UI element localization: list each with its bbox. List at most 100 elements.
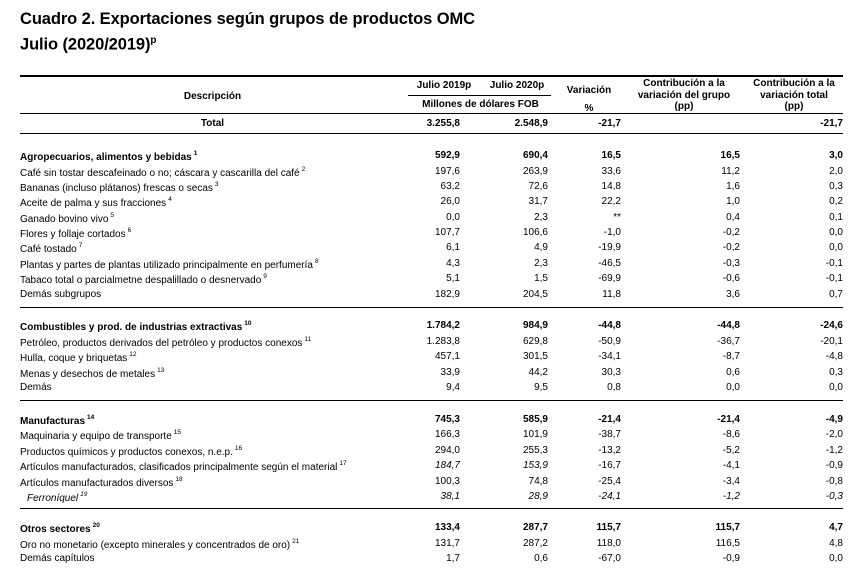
row-label-text: Café tostado bbox=[20, 244, 77, 255]
table-row-agro: Agropecuarios, alimentos y bebidas 1 592,9… bbox=[0, 150, 863, 165]
cell-contrib-grupo: 0,4 bbox=[726, 212, 740, 223]
row-label-text: Oro no monetario (excepto minerales y co… bbox=[20, 540, 291, 551]
footnote-marker: 9 bbox=[263, 273, 267, 280]
footnote-marker: 6 bbox=[127, 227, 132, 234]
row-label-text: Aceite de palma y sus fracciones bbox=[20, 198, 167, 209]
cell-value-2019: 133,4 bbox=[434, 522, 460, 533]
header-variacion-unit: % bbox=[584, 103, 594, 114]
footnote-marker: 15 bbox=[173, 429, 181, 436]
table-row-articulos2: Artículos manufacturados diversos 18 100,3… bbox=[0, 476, 863, 491]
cell-value-2020: 263,9 bbox=[522, 166, 548, 177]
cell-contrib-total: -0,3 bbox=[825, 491, 843, 502]
row-label-text: Agropecuarios, alimentos y bebidas bbox=[20, 152, 192, 163]
cell-contrib-grupo: 116,5 bbox=[715, 538, 740, 549]
cell-contrib-total: 0,1 bbox=[829, 212, 843, 223]
cell-value-2019: 33,9 bbox=[440, 367, 460, 378]
row-label-text: Plantas y partes de plantas utilizado pr… bbox=[20, 260, 313, 271]
footnote-marker: 21 bbox=[292, 538, 300, 545]
header-mid-rule bbox=[408, 95, 551, 96]
table-row-aceite: Aceite de palma y sus fracciones 4 26,0 31,… bbox=[0, 196, 863, 211]
footnote-marker: 3 bbox=[214, 181, 219, 188]
cell-variacion: 16,5 bbox=[601, 150, 621, 161]
table-row-bananas: Bananas (incluso plátanos) frescas o sec… bbox=[0, 181, 863, 196]
table-row-plantas: Plantas y partes de plantas utilizado pr… bbox=[0, 258, 863, 273]
cell-variacion: 0,8 bbox=[607, 382, 621, 393]
cell-value-2020: 153,9 bbox=[522, 460, 548, 471]
row-label: Petróleo, productos derivados del petról… bbox=[20, 336, 311, 349]
row-label-text: Maquinaria y equipo de transporte bbox=[20, 431, 172, 442]
table-title: Cuadro 2. Exportaciones según grupos de … bbox=[20, 10, 475, 28]
row-label-text: Demás subgrupos bbox=[20, 289, 102, 300]
cell-contrib-total: 4,7 bbox=[829, 522, 843, 533]
cell-contrib-grupo: 3,6 bbox=[726, 289, 740, 300]
header-col-2019: Julio 2019p bbox=[416, 80, 472, 91]
cell-value-2020: 984,9 bbox=[522, 320, 548, 331]
row-label: Combustibles y prod. de industrias extra… bbox=[20, 320, 252, 333]
cell-variacion: 33,6 bbox=[601, 166, 621, 177]
cell-value-2020: 28,9 bbox=[528, 491, 548, 502]
row-label-text: Hulla, coque y briquetas bbox=[20, 353, 128, 364]
manufacturas-section-rule bbox=[20, 508, 843, 509]
cell-variacion: ** bbox=[613, 212, 621, 223]
cell-variacion: 11,8 bbox=[602, 289, 621, 300]
table-row-demas1: Demás subgrupos 182,9 204,5 11,8 3,6 0,7 bbox=[0, 289, 863, 304]
cell-variacion: -21,7 bbox=[598, 118, 621, 129]
cell-contrib-grupo: 0,6 bbox=[726, 367, 740, 378]
row-label: Tabaco total o parcialmetne despalillado… bbox=[20, 273, 267, 286]
cell-contrib-grupo: -0,3 bbox=[722, 258, 740, 269]
table-row-demas2: Demás 9,4 9,5 0,8 0,0 0,0 bbox=[0, 382, 863, 397]
row-label: Plantas y partes de plantas utilizado pr… bbox=[20, 258, 319, 271]
header-contrib-grupo-unit: (pp) bbox=[674, 101, 694, 112]
footnote-marker: 11 bbox=[304, 336, 312, 343]
subtitle-superscript: p bbox=[150, 35, 157, 46]
cell-value-2020: 255,3 bbox=[522, 445, 548, 456]
header-col-2020: Julio 2020p bbox=[489, 80, 545, 91]
cell-contrib-grupo: -8,6 bbox=[722, 429, 740, 440]
cell-value-2019: 107,7 bbox=[434, 227, 460, 238]
row-label-text: Menas y desechos de metales bbox=[20, 369, 156, 380]
cell-value-2019: 1,7 bbox=[446, 553, 460, 564]
cell-contrib-total: 3,0 bbox=[829, 150, 843, 161]
cell-value-2020: 690,4 bbox=[522, 150, 548, 161]
footnote-marker: 19 bbox=[80, 491, 88, 498]
row-label: Café tostado 7 bbox=[20, 242, 82, 255]
cell-variacion: 115,7 bbox=[596, 522, 621, 533]
header-bottom-rule bbox=[20, 113, 843, 114]
cell-value-2020: 585,9 bbox=[522, 414, 548, 425]
table-row-otros: Otros sectores 20 133,4 287,7 115,7 115,7 4,7 bbox=[0, 522, 863, 537]
header-contrib-total-unit: (pp) bbox=[784, 101, 804, 112]
row-label-text: Artículos manufacturados, clasificados p… bbox=[20, 462, 338, 473]
row-label: Ganado bovino vivo 5 bbox=[20, 212, 114, 225]
cell-contrib-grupo: 1,0 bbox=[726, 196, 740, 207]
cell-contrib-total: -4,8 bbox=[825, 351, 843, 362]
table-row-manufacturas: Manufacturas 14 745,3 585,9 -21,4 -21,4 -4,9 bbox=[0, 414, 863, 429]
cell-contrib-total: -20,1 bbox=[820, 336, 843, 347]
cell-variacion: -1,0 bbox=[603, 227, 621, 238]
row-label-text: Combustibles y prod. de industrias extra… bbox=[20, 322, 243, 333]
cell-variacion: -13,2 bbox=[598, 445, 621, 456]
cell-value-2020: 44,2 bbox=[528, 367, 548, 378]
table-row-ganado: Ganado bovino vivo 5 0,0 2,3 ** 0,4 0,1 bbox=[0, 212, 863, 227]
cell-contrib-grupo: 1,6 bbox=[726, 181, 740, 192]
cell-value-2020: 287,7 bbox=[522, 522, 548, 533]
cell-contrib-total: -0,1 bbox=[825, 273, 843, 284]
footnote-marker: 16 bbox=[234, 445, 243, 452]
table-row-flores: Flores y follaje cortados 6 107,7 106,6 -1,0… bbox=[0, 227, 863, 242]
cell-contrib-total: 0,2 bbox=[829, 196, 843, 207]
header-descripcion: Descripción bbox=[183, 91, 242, 102]
cell-value-2019: 4,3 bbox=[446, 258, 460, 269]
agro-section-rule bbox=[20, 307, 843, 308]
header-variacion: Variación bbox=[566, 85, 612, 96]
cell-variacion: -44,8 bbox=[598, 320, 621, 331]
cell-value-2020: 101,9 bbox=[522, 429, 548, 440]
table-row-demascap: Demás capítulos 1,7 0,6 -67,0 -0,9 0,0 bbox=[0, 553, 863, 568]
row-label: Café sin tostar descafeinado o no; cásca… bbox=[20, 166, 305, 179]
cell-contrib-grupo: -0,2 bbox=[722, 227, 740, 238]
table-row-tabaco: Tabaco total o parcialmetne despalillado… bbox=[0, 273, 863, 288]
footnote-marker: 13 bbox=[157, 367, 165, 374]
cell-contrib-grupo: -4,1 bbox=[722, 460, 740, 471]
cell-value-2020: 2,3 bbox=[534, 258, 548, 269]
combustibles-section-rule bbox=[20, 400, 843, 401]
cell-value-2019: 1.784,2 bbox=[426, 320, 460, 331]
footnote-marker: 1 bbox=[193, 150, 198, 157]
